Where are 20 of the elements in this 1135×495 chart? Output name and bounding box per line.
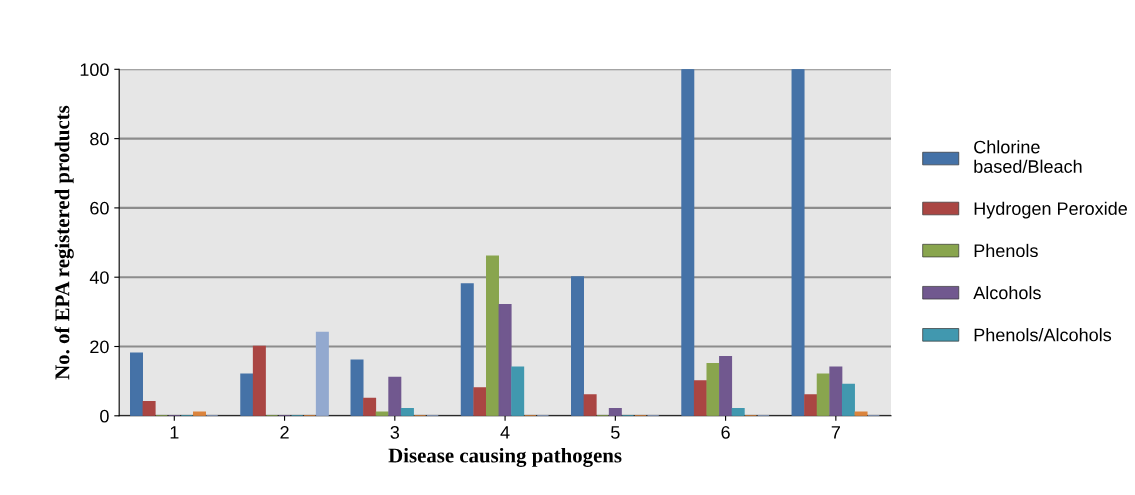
y-tick-label: 20 [90,340,109,354]
legend-label: Phenols/Alcohols [974,328,1112,342]
x-tick-label: 4 [500,426,510,439]
legend-label: Hydrogen Peroxide [974,201,1127,219]
x-tick-label: 3 [390,426,400,439]
x-tick-label: 7 [831,426,840,439]
y-axis-title: No. of EPA registered products [54,105,74,380]
x-tick-label: 6 [721,426,730,439]
x-tick-label: 5 [611,426,620,439]
y-tick-label: 0 [100,409,109,423]
legend-label: Chlorine based/Bleach [974,140,1082,173]
y-tick-label: 80 [90,132,109,146]
y-tick-label: 60 [90,201,109,215]
y-tick-label: 40 [89,271,109,284]
x-tick-label: 1 [170,426,179,439]
x-axis-title: Disease causing pathogens [388,447,622,467]
x-tick-label: 2 [280,426,289,439]
legend-label: Phenols [974,243,1038,258]
y-tick-label: 100 [80,63,109,77]
legend-label: Alcohols [973,285,1041,300]
